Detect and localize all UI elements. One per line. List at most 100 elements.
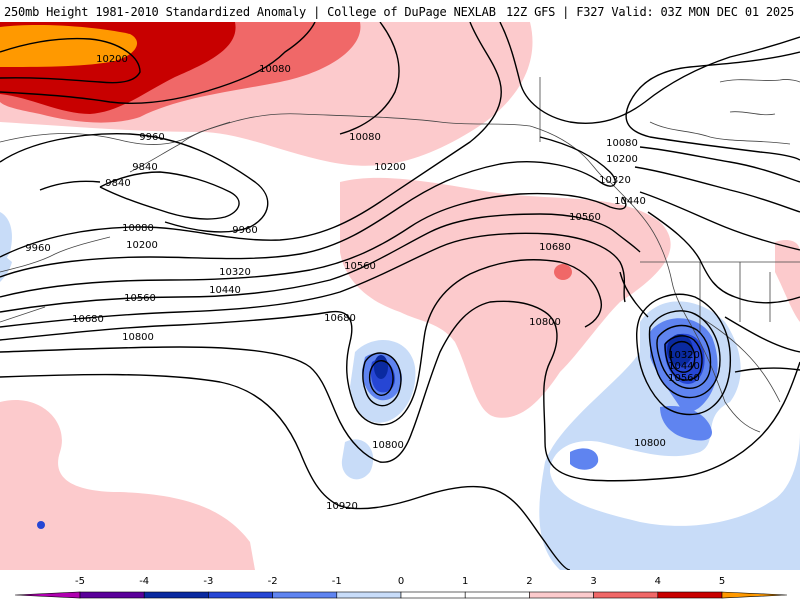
contour-label: 10560 (124, 293, 156, 304)
contour-label: 10200 (96, 54, 128, 65)
contour-10560-east-loop (656, 324, 712, 389)
contour-east-outer-g (724, 316, 800, 353)
contour-label: 10200 (126, 240, 158, 251)
map-title: 250mb Height 1981-2010 Standardized Anom… (4, 5, 496, 19)
contour-label: 10320 (599, 175, 631, 186)
contour-10080 (0, 22, 502, 258)
contour-label: 9960 (139, 132, 164, 143)
contour-label: 9960 (232, 225, 257, 236)
contour-north-central (339, 22, 400, 135)
medium-blue-region-south (570, 448, 599, 470)
colorbar-svg: -5 -4 -3 -2 -1 0 1 2 3 4 5 (14, 576, 788, 599)
light-blue-region-east (539, 301, 800, 570)
colorbar-tick-label: -4 (139, 576, 149, 587)
colorbar-swatch (208, 591, 273, 599)
contour-10200 (0, 136, 616, 278)
contour-10200-nw (0, 37, 141, 84)
contour-label: 10080 (606, 138, 638, 149)
colorbar-swatches (14, 591, 788, 599)
colorbar-ticks: -5 -4 -3 -2 -1 0 1 2 3 4 5 (75, 576, 725, 587)
colorbar: -5 -4 -3 -2 -1 0 1 2 3 4 5 (0, 570, 800, 600)
contour-label: 10080 (349, 132, 381, 143)
contour-10440-east-loop (664, 335, 703, 381)
contour-label: 10560 (569, 212, 601, 223)
colorbar-tick-label: 4 (655, 576, 661, 587)
contour-label: 10200 (374, 162, 406, 173)
contour-label: 10080 (259, 64, 291, 75)
contour-east-outer-h (734, 367, 800, 373)
contour-label: 10200 (606, 154, 638, 165)
light-pink-region-southwest (0, 400, 255, 570)
colorbar-swatch (336, 591, 402, 599)
contour-label: 10800 (529, 317, 561, 328)
contour-east-outer-d (639, 191, 800, 251)
dark-blue-core-central (374, 355, 388, 379)
contour-label: 10800 (634, 438, 666, 449)
height-contours (0, 22, 800, 570)
contour-east-outer-b (639, 146, 800, 183)
colorbar-tick-label: 0 (398, 576, 404, 587)
contour-label: 10680 (72, 314, 104, 325)
colorbar-swatch (721, 591, 788, 599)
contour-east-outer-f (619, 271, 649, 318)
contour-9840-b (39, 180, 101, 191)
colorbar-swatch (272, 591, 338, 599)
map-panel: 10200 10080 9960 9840 9840 10080 10200 9960 1008… (0, 22, 800, 570)
contour-north-east-arc (499, 22, 800, 124)
colorbar-swatch (464, 591, 530, 599)
contour-10800-east-loop (635, 293, 732, 416)
small-pink-spot (554, 264, 572, 280)
contour-10320-east-loop (669, 340, 696, 373)
coastlines (0, 77, 800, 433)
contour-label: 10320 (668, 350, 700, 361)
colorbar-tick-label: 1 (462, 576, 468, 587)
colorbar-swatch (657, 591, 723, 599)
contour-10560 (0, 232, 626, 328)
contour-label: 10080 (122, 223, 154, 234)
light-pink-region-east (775, 240, 800, 322)
colorbar-tick-label: 3 (590, 576, 596, 587)
contour-10080-nw (0, 22, 316, 105)
light-blue-region-central-small (341, 439, 374, 480)
contour-east-outer-a (625, 51, 800, 161)
positive-anomaly-shading (0, 22, 800, 570)
contour-label: 10800 (372, 440, 404, 451)
colorbar-swatch (79, 591, 145, 599)
light-blue-region-northwest (0, 252, 12, 282)
colorbar-tick-label: 2 (526, 576, 532, 587)
contour-label: 10320 (219, 267, 251, 278)
colorbar-tick-label: -3 (203, 576, 213, 587)
contour-label: 10920 (326, 501, 358, 512)
contour-label: 10440 (668, 361, 700, 372)
contour-label: 9840 (132, 162, 157, 173)
contour-10680-east-loop (648, 310, 721, 399)
small-blue-spot (37, 521, 45, 529)
colorbar-tick-label: -5 (75, 576, 85, 587)
contour-label: 10440 (614, 196, 646, 207)
colorbar-swatch (529, 591, 594, 599)
colorbar-swatch (400, 591, 466, 599)
model-valid-time: 12Z GFS | F327 Valid: 03Z MON DEC 01 202… (505, 5, 794, 19)
contour-label: 10680 (539, 242, 571, 253)
contour-east-outer-c (634, 166, 800, 213)
contour-10920 (0, 373, 571, 570)
light-pink-region-central (340, 177, 671, 418)
contour-label: 9840 (105, 178, 130, 189)
map-header: 250mb Height 1981-2010 Standardized Anom… (0, 0, 800, 22)
medium-blue-region-southeast (660, 406, 712, 441)
contour-9960 (0, 133, 269, 233)
contour-label: 10440 (209, 285, 241, 296)
contour-central-low-inner (368, 360, 394, 396)
contour-label: 10560 (344, 261, 376, 272)
contour-central-low-outer (362, 352, 402, 407)
contour-10800-west (0, 300, 800, 482)
contour-10440 (0, 213, 641, 313)
contour-label: 10680 (324, 313, 356, 324)
contour-9840 (99, 171, 240, 220)
contour-label: 10560 (668, 373, 700, 384)
contour-label: 9960 (25, 243, 50, 254)
colorbar-swatch (593, 591, 659, 599)
contour-label: 10800 (122, 332, 154, 343)
contour-east-outer-e (647, 211, 800, 304)
